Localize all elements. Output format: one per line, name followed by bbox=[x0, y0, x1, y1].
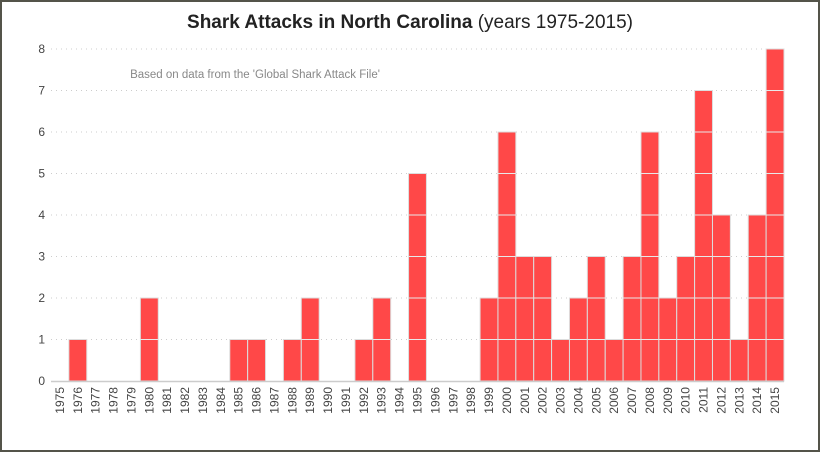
bar-2013 bbox=[729, 339, 749, 382]
x-tick-label: 1982 bbox=[178, 387, 192, 414]
x-tick-label: 2005 bbox=[589, 387, 603, 414]
x-tick-label: 1999 bbox=[482, 387, 496, 414]
x-tick-label: 2004 bbox=[571, 387, 585, 414]
x-tick-label: 1985 bbox=[232, 387, 246, 414]
x-tick-label: 1992 bbox=[357, 387, 371, 414]
y-tick-label: 7 bbox=[38, 84, 45, 98]
bar-2003 bbox=[551, 339, 570, 382]
bar-2002 bbox=[533, 256, 553, 382]
x-tick-label: 1996 bbox=[428, 387, 442, 414]
chart-annotation: Based on data from the 'Global Shark Att… bbox=[130, 69, 380, 81]
x-tick-label: 1988 bbox=[285, 387, 299, 414]
y-tick-label: 4 bbox=[38, 208, 45, 222]
y-tick-label: 6 bbox=[38, 125, 45, 139]
x-tick-label: 1987 bbox=[267, 387, 281, 414]
x-tick-label: 1990 bbox=[321, 387, 335, 414]
x-tick-label: 1977 bbox=[89, 387, 103, 414]
x-tick-label: 1998 bbox=[464, 387, 478, 414]
x-tick-label: 1981 bbox=[160, 387, 174, 414]
x-tick-label: 2002 bbox=[536, 387, 550, 414]
bar-1985 bbox=[229, 339, 249, 382]
x-tick-label: 1980 bbox=[142, 387, 156, 414]
bar-1988 bbox=[282, 339, 302, 382]
x-tick-label: 1986 bbox=[250, 387, 264, 414]
x-tick-label: 2007 bbox=[625, 387, 639, 414]
x-tick-label: 2009 bbox=[661, 387, 675, 414]
x-tick-label: 2015 bbox=[768, 387, 782, 414]
x-tick-label: 2001 bbox=[518, 387, 532, 414]
bar-1976 bbox=[68, 339, 88, 382]
bar-2001 bbox=[515, 256, 535, 382]
x-tick-label: 1995 bbox=[411, 387, 425, 414]
y-tick-label: 0 bbox=[38, 374, 45, 388]
x-tick-label: 1983 bbox=[196, 387, 210, 414]
x-tick-label: 1993 bbox=[375, 387, 389, 414]
x-tick-label: 2014 bbox=[750, 387, 764, 414]
y-tick-label: 3 bbox=[38, 250, 45, 264]
x-tick-label: 2006 bbox=[607, 387, 621, 414]
x-tick-label: 1979 bbox=[124, 387, 138, 414]
chart-subtitle: (years 1975-2015) bbox=[477, 12, 633, 33]
bar-1992 bbox=[354, 339, 374, 382]
y-tick-label: 2 bbox=[38, 291, 45, 305]
x-tick-label: 2003 bbox=[554, 387, 568, 414]
y-tick-label: 1 bbox=[38, 333, 45, 347]
x-tick-label: 2013 bbox=[732, 387, 746, 414]
y-tick-label: 8 bbox=[38, 42, 45, 56]
x-tick-label: 1997 bbox=[446, 387, 460, 414]
bar-2010 bbox=[676, 256, 696, 382]
bar-1986 bbox=[247, 339, 267, 382]
bar-2011 bbox=[694, 90, 713, 382]
x-tick-label: 1994 bbox=[393, 387, 407, 414]
bar-1995 bbox=[408, 173, 427, 382]
x-tick-label: 2012 bbox=[714, 387, 728, 414]
chart-title: Shark Attacks in North Carolina (years 1… bbox=[2, 12, 818, 34]
x-tick-label: 2008 bbox=[643, 387, 657, 414]
x-tick-label: 1991 bbox=[339, 387, 353, 414]
x-tick-label: 1989 bbox=[303, 387, 317, 414]
bar-2006 bbox=[604, 339, 624, 382]
chart-title-main: Shark Attacks in North Carolina bbox=[187, 12, 473, 33]
x-tick-label: 2000 bbox=[500, 387, 514, 414]
x-tick-label: 1976 bbox=[71, 387, 85, 414]
y-tick-label: 5 bbox=[38, 167, 45, 181]
bar-2005 bbox=[586, 256, 606, 382]
x-tick-label: 1975 bbox=[53, 387, 67, 414]
bar-2007 bbox=[622, 256, 642, 382]
x-tick-label: 2011 bbox=[697, 387, 711, 413]
x-tick-label: 1978 bbox=[107, 387, 121, 414]
x-tick-label: 2010 bbox=[679, 387, 693, 414]
x-tick-label: 1984 bbox=[214, 387, 228, 414]
